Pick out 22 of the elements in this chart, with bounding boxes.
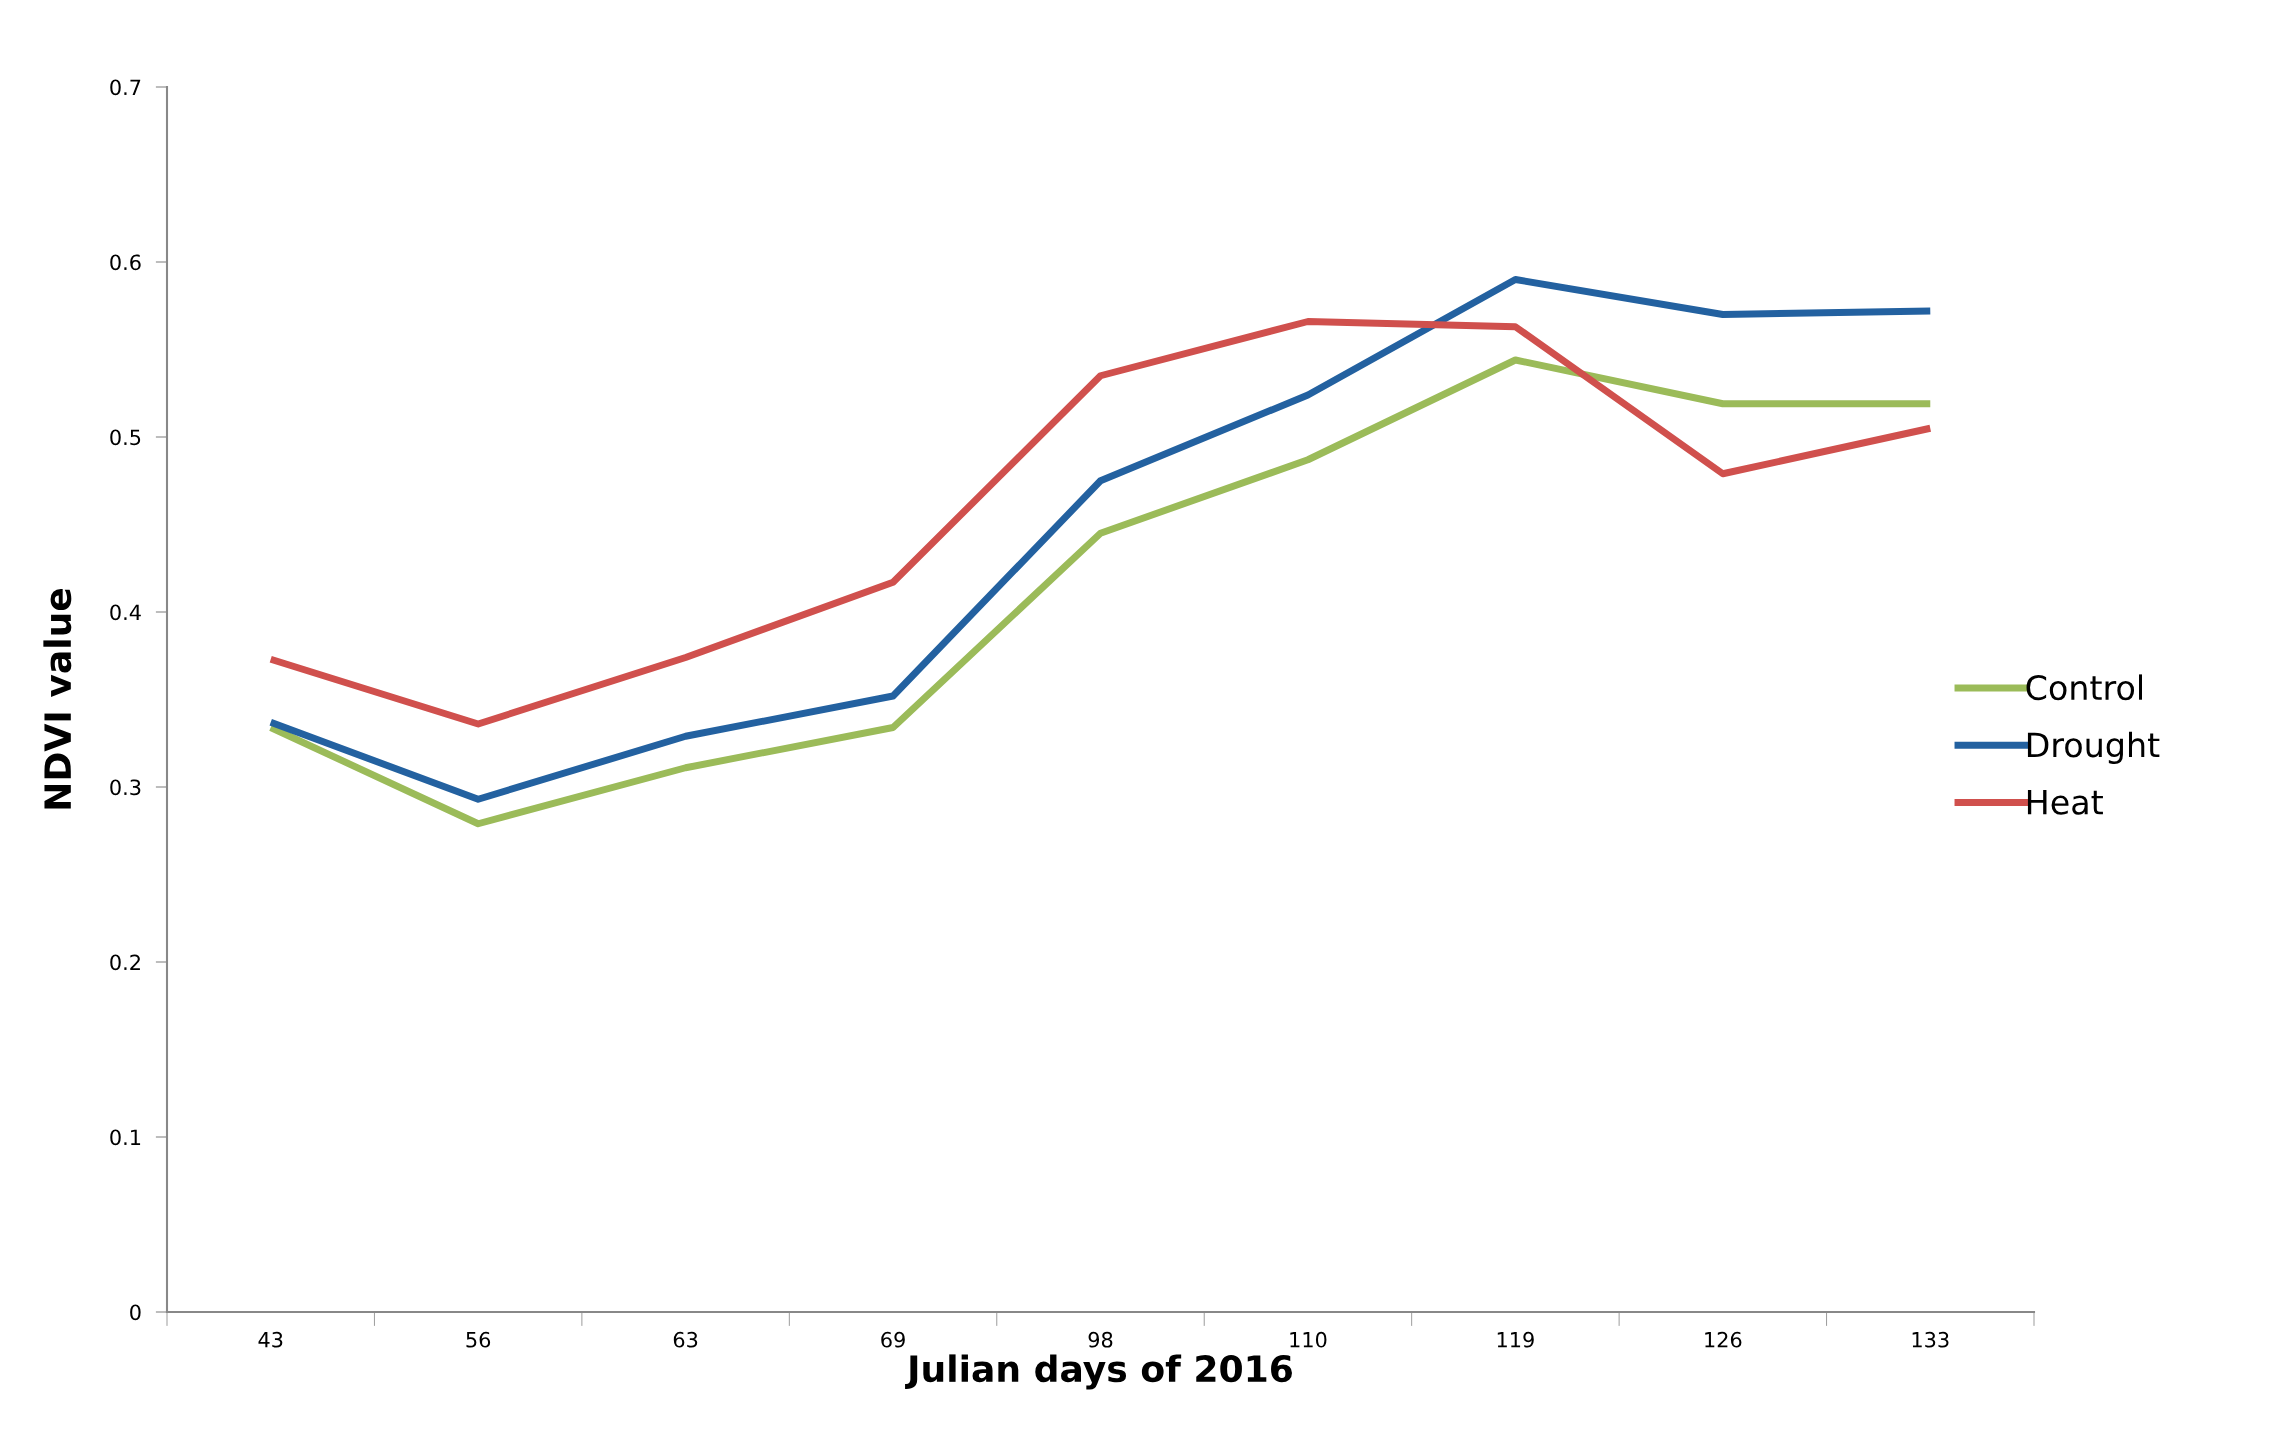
y-axis-title: NDVI value [43, 588, 72, 809]
x-tick-label: 98 [1088, 1331, 1113, 1348]
x-tick-label: 133 [1912, 1331, 1949, 1348]
y-tick-label: 0.5 [110, 429, 141, 446]
x-tick-label: 69 [881, 1331, 905, 1348]
x-tick-label: 56 [466, 1331, 491, 1348]
y-tick-label: 0.3 [110, 779, 141, 796]
x-tick-label: 126 [1705, 1331, 1742, 1348]
x-tick-label: 110 [1290, 1331, 1327, 1348]
x-tick-label: 119 [1497, 1331, 1534, 1348]
legend-label: Drought [2027, 731, 2160, 764]
y-tick-label: 0.4 [110, 604, 141, 621]
x-tick-label: 63 [673, 1331, 698, 1348]
y-tick-label: 0.7 [110, 79, 141, 96]
y-tick-label: 0.6 [110, 254, 141, 271]
y-tick-label: 0.1 [110, 1129, 141, 1146]
x-axis-title: Julian days of 2016 [905, 1354, 1292, 1390]
legend-label: Heat [2027, 789, 2103, 815]
x-tick-label: 43 [258, 1331, 283, 1348]
legend-label: Control [2026, 674, 2143, 701]
y-tick-label: 0 [130, 1304, 141, 1321]
y-tick-label: 0.2 [110, 954, 140, 971]
